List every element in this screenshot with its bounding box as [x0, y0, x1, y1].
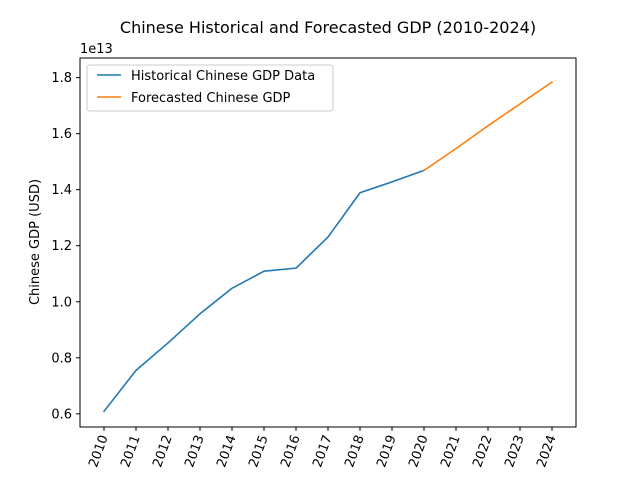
y-tick-label: 1.6: [51, 127, 72, 142]
legend-label-historical: Historical Chinese GDP Data: [131, 69, 315, 84]
y-tick-label: 1.2: [51, 239, 72, 254]
series-layer: [102, 80, 554, 413]
y-axis-offset-label: 1e13: [80, 42, 113, 57]
y-tick-label: 1.8: [51, 71, 72, 86]
series-line-historical: [102, 169, 426, 413]
legend: Historical Chinese GDP Data Forecasted C…: [86, 64, 334, 112]
y-tick-label: 0.6: [51, 407, 72, 422]
y-axis-label: Chinese GDP (USD): [28, 179, 43, 305]
legend-label-forecast: Forecasted Chinese GDP: [131, 91, 291, 106]
legend-box: [86, 64, 334, 112]
y-tick-label: 0.8: [51, 351, 72, 366]
y-tick-label: 1.4: [51, 183, 72, 198]
y-tick-label: 1.0: [51, 295, 72, 310]
y-axis-ticks: 0.6 0.8 1.0 1.2 1.4 1.6 1.8: [51, 71, 80, 422]
series-line-forecast: [422, 80, 554, 172]
chart-title: Chinese Historical and Forecasted GDP (2…: [120, 18, 536, 37]
plot-area-frame: [79, 57, 577, 428]
